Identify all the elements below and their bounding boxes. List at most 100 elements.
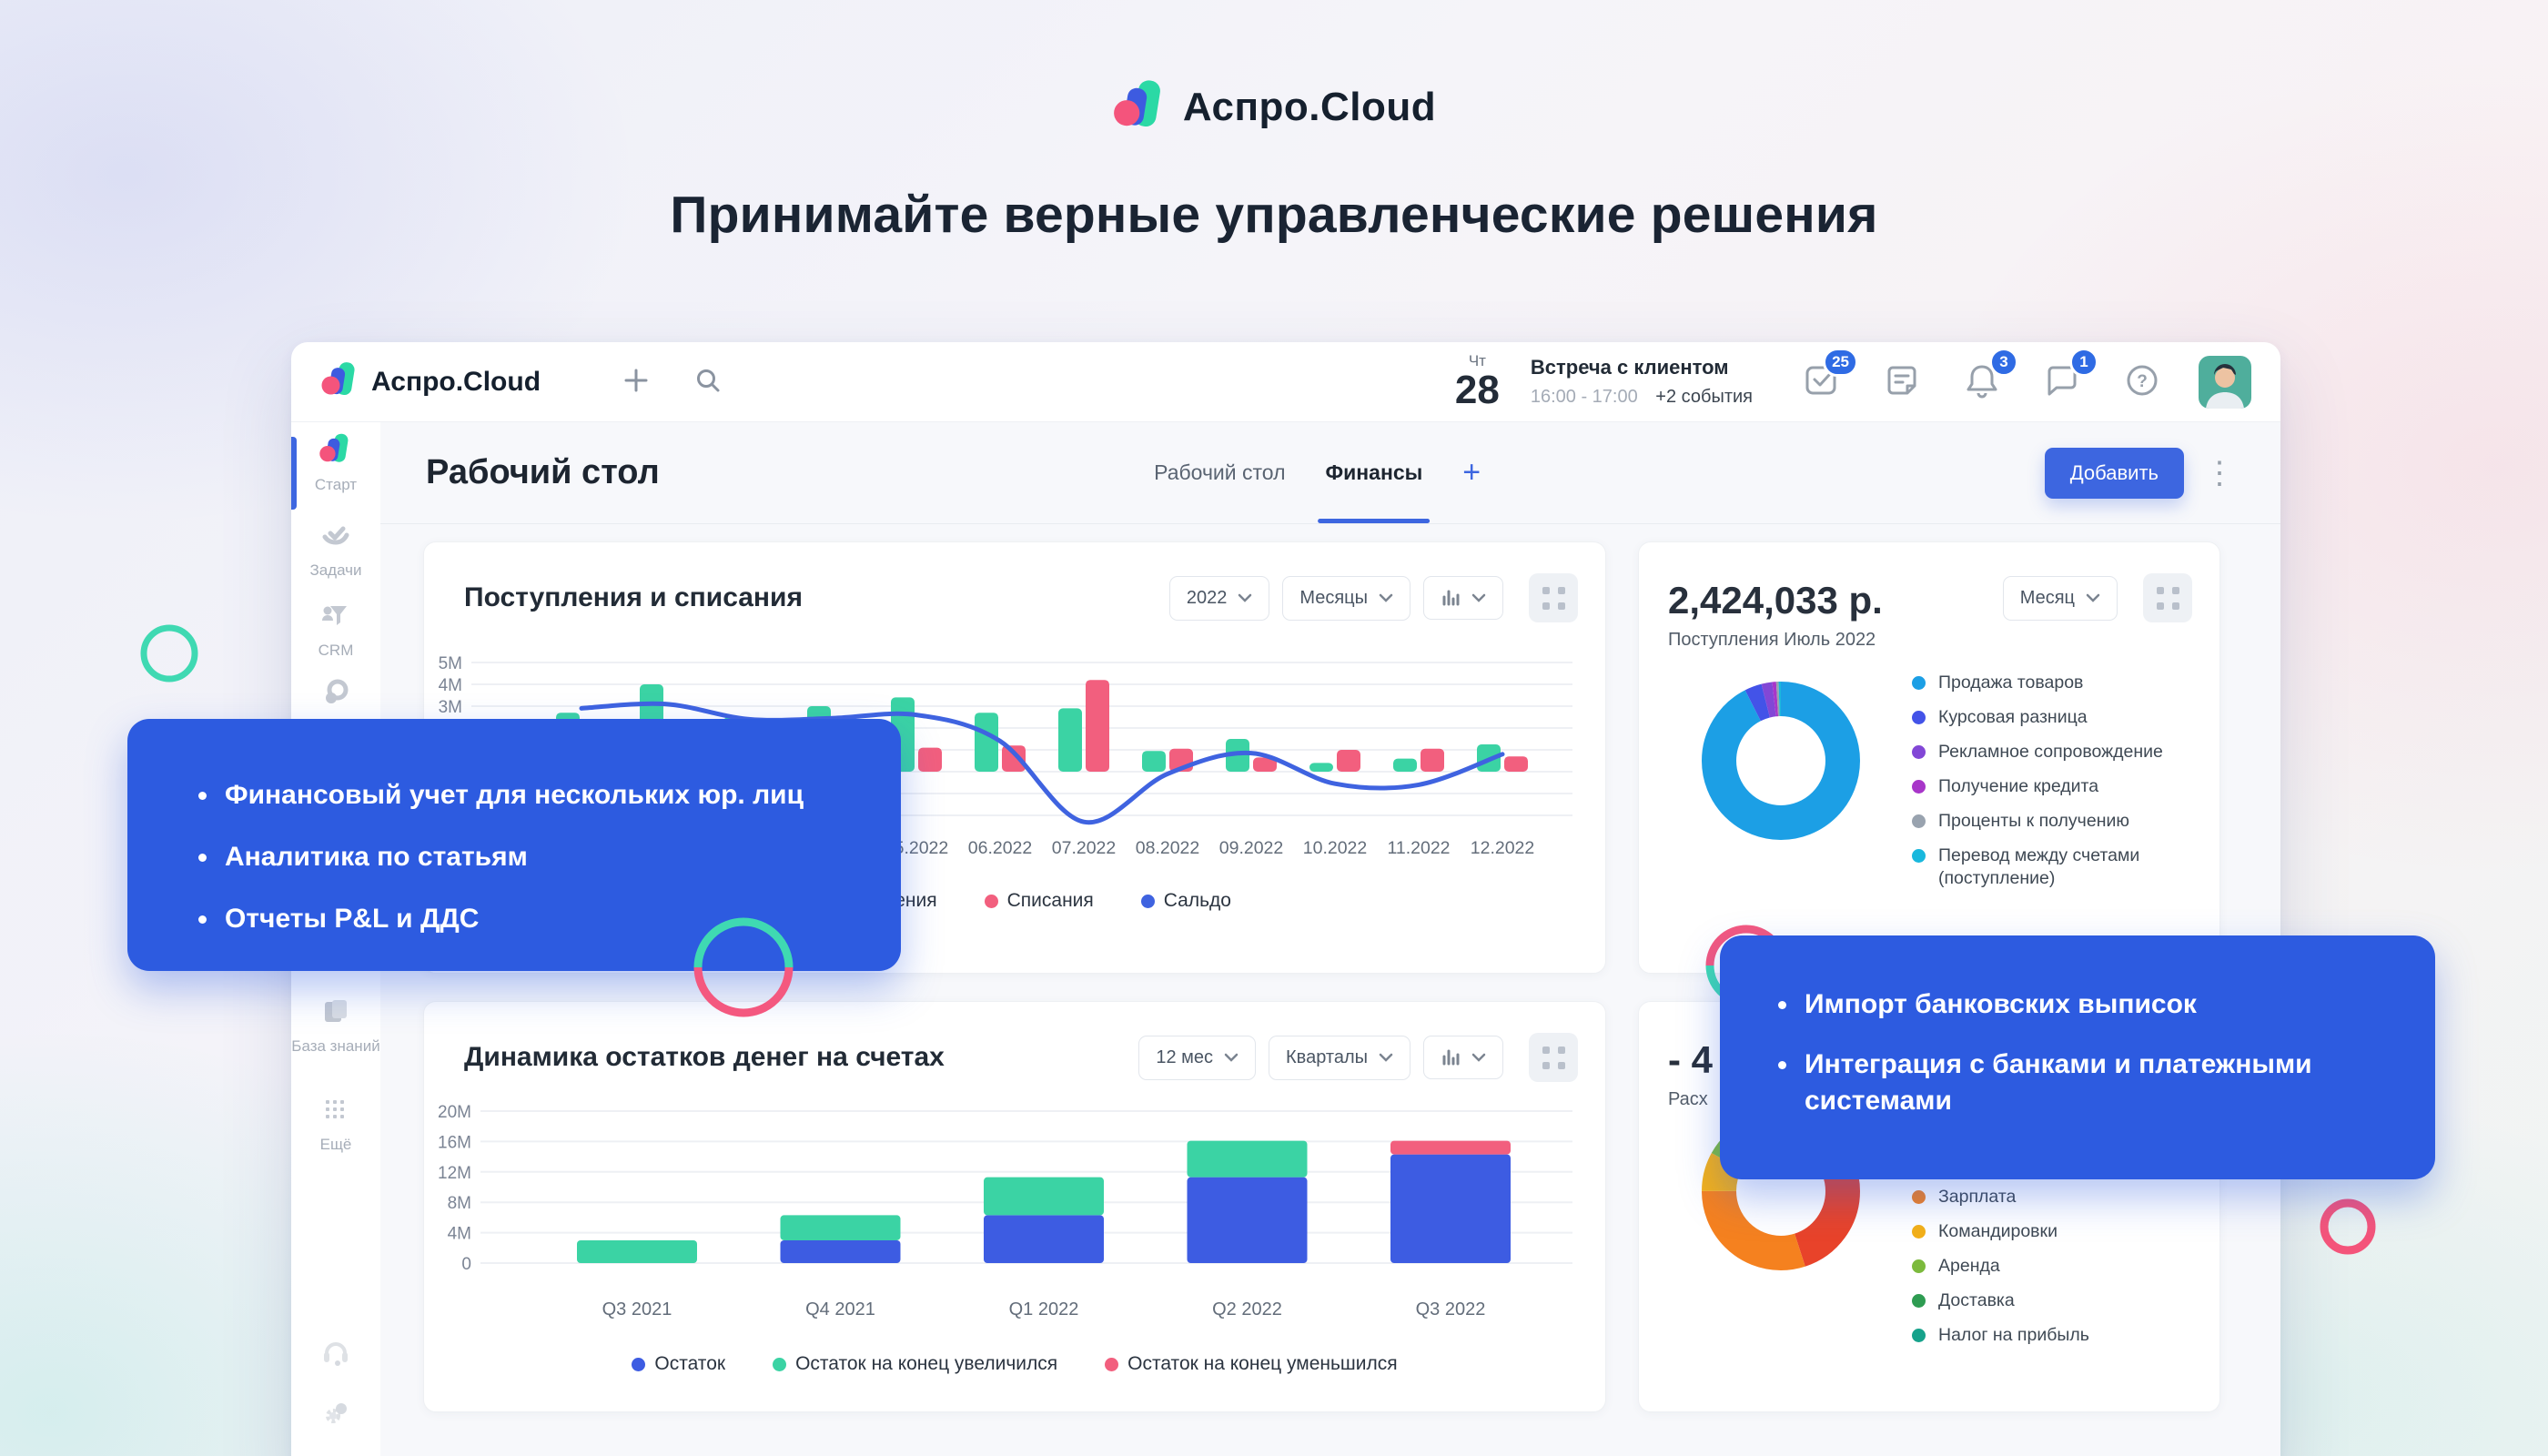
- expense-caption: Расх: [1668, 1089, 1708, 1109]
- callout-item: Интеграция с банками и платежными систем…: [1778, 1046, 2390, 1119]
- legend-item: Аренда: [1912, 1255, 2203, 1278]
- legend-item: Командировки: [1912, 1220, 2203, 1243]
- income-amount: 2,424,033 р.: [1668, 579, 1883, 622]
- svg-text:20M: 20M: [438, 1103, 471, 1122]
- plus-icon: [621, 365, 652, 399]
- svg-text:10.2022: 10.2022: [1303, 838, 1368, 858]
- sidebar-item-ещё[interactable]: Ещё: [291, 1095, 380, 1154]
- sidebar-item-старт[interactable]: Старт: [291, 431, 380, 510]
- legend-item: Получение кредита: [1912, 775, 2203, 798]
- card-title: Динамика остатков денег на счетах: [464, 1042, 945, 1072]
- legend-item: Остаток на конец уменьшился: [1105, 1353, 1398, 1375]
- tasks-inbox-button[interactable]: 25: [1802, 348, 1858, 403]
- topbar-brand-name: Аспро.Cloud: [371, 366, 541, 397]
- legend-dot: [1912, 1259, 1926, 1273]
- legend-dot: [632, 1357, 646, 1371]
- sidebar-item-задачи[interactable]: Задачи: [291, 519, 380, 580]
- sidebar-item-finance-icon[interactable]: [291, 676, 380, 713]
- balance-chart: 20M 16M 12M 8M 4M 0 Q3 2021 Q4 2021 Q1 2022 Q2 20…: [438, 1103, 1572, 1320]
- legend-item: Сальдо: [1140, 890, 1231, 912]
- sidebar-item-support-icon[interactable]: [291, 1336, 380, 1373]
- settings-icon: [319, 1403, 352, 1434]
- svg-text:Q3 2022: Q3 2022: [1416, 1299, 1486, 1320]
- chart-type-filter[interactable]: [1423, 1036, 1503, 1079]
- legend-dot: [1140, 894, 1155, 908]
- drag-handle[interactable]: [1529, 573, 1578, 622]
- legend-item: Остаток на конец увеличился: [773, 1353, 1057, 1375]
- chat-badge: 1: [2069, 348, 2098, 377]
- add-tab-button[interactable]: +: [1462, 455, 1481, 490]
- svg-text:Q1 2022: Q1 2022: [1009, 1299, 1079, 1320]
- sidebar-item-label: Задачи: [309, 561, 362, 579]
- expense-legend: Товары, сырье и материалыЗарплатаКоманди…: [1912, 1151, 2203, 1347]
- bullet-icon: [1778, 1061, 1786, 1069]
- svg-text:06.2022: 06.2022: [968, 838, 1033, 858]
- notifications-button[interactable]: 3: [1962, 348, 2018, 403]
- legend-item: Списания: [984, 890, 1094, 912]
- bar-chart-icon: [1442, 590, 1460, 606]
- svg-text:4M: 4M: [439, 676, 462, 695]
- legend-item: Перевод между счетами (поступление): [1912, 844, 2203, 890]
- page-title: Рабочий стол: [426, 453, 660, 491]
- month-filter[interactable]: Месяц: [2002, 575, 2118, 621]
- headline: Принимайте верные управленческие решения: [670, 186, 1878, 244]
- inflow-outflow-chart: 5M4M3M2M1M001.202202.202203.202204.20220…: [439, 654, 1572, 858]
- legend-dot: [1912, 676, 1926, 690]
- sidebar-item-label: База знаний: [291, 1037, 380, 1055]
- drag-handle[interactable]: [2143, 573, 2192, 622]
- sidebar-item-label: Старт: [314, 476, 358, 493]
- help-button[interactable]: ?: [2122, 360, 2162, 403]
- create-button[interactable]: [621, 365, 652, 399]
- help-icon: ?: [2122, 360, 2162, 403]
- legend-item: Налог на прибыль: [1912, 1324, 2203, 1347]
- chart-type-filter[interactable]: [1423, 576, 1503, 620]
- topbar-brand[interactable]: Аспро.Cloud: [320, 359, 541, 404]
- brand-name: Аспро.Cloud: [1182, 84, 1437, 129]
- chevron-down-icon: [1471, 593, 1486, 602]
- legend-dot: [1912, 1190, 1926, 1204]
- balance-legend: Остаток Остаток на конец увеличился Остато…: [424, 1353, 1605, 1375]
- legend-item: Проценты к получению: [1912, 810, 2203, 833]
- range-filter[interactable]: 12 мес: [1138, 1035, 1257, 1080]
- kebab-menu-icon[interactable]: ⋮: [2204, 455, 2235, 490]
- svg-text:8M: 8M: [448, 1194, 471, 1213]
- start-icon: [318, 433, 353, 470]
- period-filter[interactable]: Месяцы: [1282, 575, 1410, 621]
- svg-text:Q3 2021: Q3 2021: [602, 1299, 672, 1320]
- tasks-icon: [319, 526, 352, 555]
- search-button[interactable]: [693, 366, 723, 398]
- decor-ring-teal-pink: [693, 917, 794, 1017]
- legend-dot: [1912, 745, 1926, 759]
- drag-handle[interactable]: [1529, 1033, 1578, 1082]
- callout-item: Финансовый учет для нескольких юр. лиц: [198, 777, 846, 814]
- granularity-filter[interactable]: Кварталы: [1269, 1035, 1410, 1080]
- avatar[interactable]: [2199, 355, 2251, 409]
- event-summary[interactable]: Встреча с клиентом 16:00 - 17:00 +2 собы…: [1531, 356, 1753, 408]
- search-icon: [693, 366, 723, 398]
- sidebar-item-settings-icon[interactable]: [291, 1398, 380, 1435]
- legend-dot: [1912, 1294, 1926, 1308]
- tab-finance[interactable]: Финансы: [1318, 422, 1431, 523]
- legend-dot: [773, 1357, 787, 1371]
- income-donut-chart: [1702, 682, 1860, 840]
- year-filter[interactable]: 2022: [1168, 575, 1270, 621]
- chevron-down-icon: [1239, 593, 1252, 602]
- calendar-date[interactable]: Чт 28: [1455, 353, 1500, 410]
- chevron-down-icon: [1224, 1053, 1239, 1062]
- legend-item: Продажа товаров: [1912, 672, 2203, 694]
- sidebar-item-база-знаний[interactable]: База знаний: [291, 995, 380, 1056]
- note-icon: [1882, 360, 1922, 403]
- callout-item: Аналитика по статьям: [198, 839, 846, 875]
- event-extra: +2 события: [1655, 387, 1753, 407]
- brand-logo-icon: [1112, 76, 1168, 137]
- notes-button[interactable]: [1882, 360, 1922, 403]
- add-widget-button[interactable]: Добавить: [2044, 447, 2184, 499]
- dashboard-tabs: Рабочий стол Финансы +: [1154, 422, 1481, 523]
- sidebar-item-crm[interactable]: CRM: [291, 599, 380, 660]
- svg-text:Q2 2022: Q2 2022: [1212, 1299, 1282, 1320]
- task-check-icon: [1802, 360, 1842, 403]
- bullet-icon: [198, 854, 207, 862]
- tab-desktop[interactable]: Рабочий стол: [1154, 460, 1286, 484]
- sidebar-item-label: Ещё: [319, 1136, 352, 1153]
- chat-button[interactable]: 1: [2042, 348, 2098, 403]
